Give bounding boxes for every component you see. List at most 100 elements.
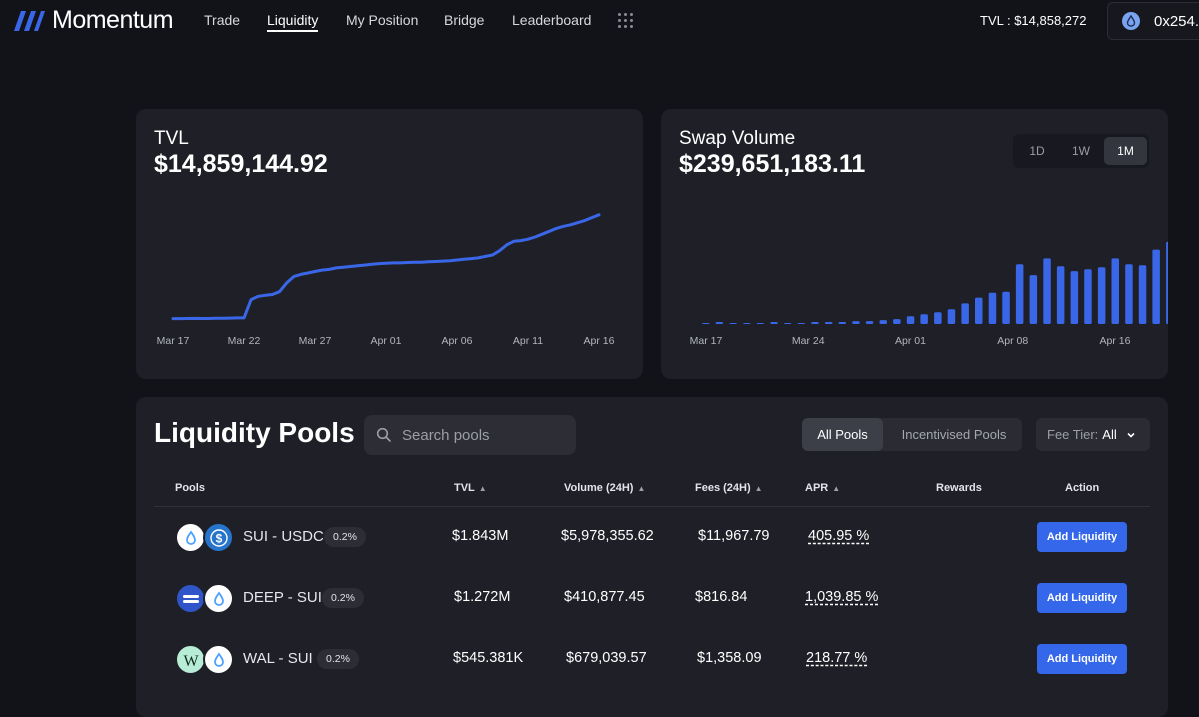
range-1m-button[interactable]: 1M [1104,137,1147,165]
range-1d-button[interactable]: 1D [1029,144,1045,158]
pool-pair-name: SUI - USDC [243,528,324,545]
tvl-card-value: $14,859,144.92 [154,150,328,178]
tvl-line [171,213,601,321]
fee-badge: 0.2% [317,649,359,669]
volume-bar [1070,271,1079,324]
column-pools[interactable]: Pools [175,482,205,494]
fee-tier-dropdown[interactable]: Fee Tier: All [1036,418,1150,451]
x-tick-label: Apr 16 [1099,335,1131,347]
momentum-logo-icon [14,10,45,31]
add-liquidity-button[interactable]: Add Liquidity [1037,522,1127,552]
volume-bar [1138,265,1147,324]
nav-liquidity-label: Liquidity [267,12,319,28]
tab-incentivised-pools[interactable]: Incentivised Pools [901,427,1007,442]
table-row[interactable]: $ SUI - USDC 0.2% $1.843M $5,978,355.62 … [154,508,1150,568]
pool-tvl: $1.843M [452,528,509,544]
pool-apr[interactable]: 405.95 % [808,528,870,544]
column-volume[interactable]: Volume (24H) ▲ [564,482,646,494]
sui-wallet-icon [1122,12,1140,30]
tvl-line-chart [171,213,601,321]
nav-bridge[interactable]: Bridge [444,12,485,28]
volume-bar [838,322,846,324]
sort-icon: ▲ [754,483,763,493]
x-tick-label: Apr 11 [512,335,544,347]
x-tick-label: Apr 16 [583,335,615,347]
nav-my-position[interactable]: My Position [346,12,419,28]
volume-bar [1097,267,1106,324]
fee-tier-value: All [1102,427,1117,442]
volume-bar [1029,275,1038,324]
usdc-icon: $ [203,522,234,553]
volume-bar [756,323,765,324]
volume-bar [934,312,942,324]
volume-bar [824,322,833,324]
pool-search[interactable] [364,415,576,455]
volume-bar [852,321,860,324]
tvl-card-label: TVL [154,128,189,149]
table-row[interactable]: W WAL - SUI 0.2% $545.381K $679,039.57 $… [154,630,1150,690]
sort-icon: ▲ [832,483,841,493]
volume-bar [1166,241,1168,324]
column-tvl[interactable]: TVL ▲ [454,482,487,494]
pool-fees: $11,967.79 [698,528,770,544]
sort-icon: ▲ [637,483,646,493]
volume-bar [783,323,792,324]
x-tick-label: Apr 01 [370,335,402,347]
pool-apr[interactable]: 1,039.85 % [805,589,879,605]
sui-icon [175,522,206,553]
column-action: Action [1065,482,1100,494]
volume-bar [770,322,778,324]
volume-bar [947,309,956,324]
brand-logo[interactable]: Momentum [12,6,174,35]
volume-bar [715,322,724,324]
search-input[interactable] [400,425,564,445]
fee-badge: 0.2% [324,527,366,547]
table-row[interactable]: DEEP - SUI 0.2% $1.272M $410,877.45 $816… [154,569,1150,629]
pool-pair-name: WAL - SUI [243,650,313,667]
x-tick-label: Mar 17 [156,335,190,347]
range-1w-button[interactable]: 1W [1072,144,1090,158]
top-nav: Momentum Trade Liquidity My Position Bri… [0,0,1199,42]
apps-grid-icon[interactable] [618,13,634,29]
pools-title: Liquidity Pools [154,417,355,448]
svg-text:$: $ [215,531,222,545]
nav-active-underline [267,30,319,32]
pool-volume: $410,877.45 [564,589,645,605]
x-tick-label: Mar 24 [791,335,825,347]
pool-tvl: $545.381K [453,650,524,666]
volume-bar [975,297,983,324]
x-tick-label: Mar 17 [689,335,723,347]
token-pair-icons [175,583,235,614]
column-fees[interactable]: Fees (24H) ▲ [695,482,763,494]
volume-bar [865,321,874,324]
pool-fees: $816.84 [695,589,748,605]
sui-icon [203,583,234,614]
nav-liquidity[interactable]: Liquidity [267,12,319,32]
volume-bar [920,314,928,324]
volume-bar [743,323,751,324]
volume-bar [906,316,915,324]
nav-trade[interactable]: Trade [204,12,241,28]
volume-bar-chart [702,241,1168,324]
volume-bar [729,323,737,324]
pool-apr[interactable]: 218.77 % [806,650,868,666]
wallet-button[interactable]: 0x254... [1107,2,1199,40]
x-tick-label: Mar 27 [298,335,332,347]
token-pair-icons: $ [175,522,235,553]
volume-bar [1152,249,1160,324]
volume-bar [988,292,997,324]
volume-bar [961,303,969,324]
column-apr[interactable]: APR ▲ [805,482,841,494]
pool-volume: $5,978,355.62 [561,528,654,544]
pool-volume: $679,039.57 [566,650,647,666]
add-liquidity-button[interactable]: Add Liquidity [1037,583,1127,613]
add-liquidity-button[interactable]: Add Liquidity [1037,644,1127,674]
nav-leaderboard[interactable]: Leaderboard [512,12,592,28]
volume-bar [893,319,901,324]
volume-bar [879,320,887,324]
x-tick-label: Mar 22 [227,335,261,347]
x-tick-label: Apr 06 [441,335,473,347]
tab-all-pools[interactable]: All Pools [802,418,883,451]
range-toggle: 1D 1W 1M [1013,134,1149,168]
chevron-down-icon [1127,432,1135,438]
